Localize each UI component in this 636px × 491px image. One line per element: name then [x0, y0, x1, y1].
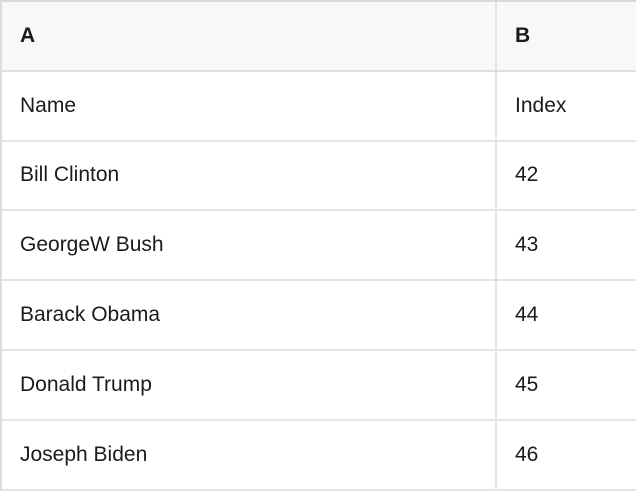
table-cell[interactable]: Barack Obama — [2, 281, 497, 349]
table-row: Bill Clinton 42 — [2, 141, 636, 212]
table-cell[interactable]: GeorgeW Bush — [2, 211, 497, 280]
table-cell[interactable]: 46 — [515, 442, 539, 466]
table-cell[interactable]: Bill Clinton — [2, 141, 497, 210]
column-header-A[interactable]: A — [2, 2, 497, 70]
table-cell[interactable]: Donald Trump — [2, 350, 497, 419]
table-cell[interactable]: Index — [515, 93, 567, 117]
column-header-B[interactable]: B — [515, 23, 531, 47]
table-row: Barack Obama 44 — [2, 281, 636, 351]
table-cell[interactable]: 42 — [515, 163, 539, 187]
table-row: Name Index — [2, 71, 636, 142]
table-cell[interactable]: Name — [2, 71, 497, 140]
table-cell[interactable]: 43 — [515, 233, 539, 257]
table-row: Donald Trump 45 — [2, 350, 636, 421]
table-row: Joseph Biden 46 — [2, 420, 636, 491]
table-cell[interactable]: 45 — [515, 372, 539, 396]
table-cell[interactable]: 44 — [515, 303, 539, 327]
table-cell[interactable]: Joseph Biden — [2, 420, 497, 489]
table-row: GeorgeW Bush 43 — [2, 211, 636, 282]
